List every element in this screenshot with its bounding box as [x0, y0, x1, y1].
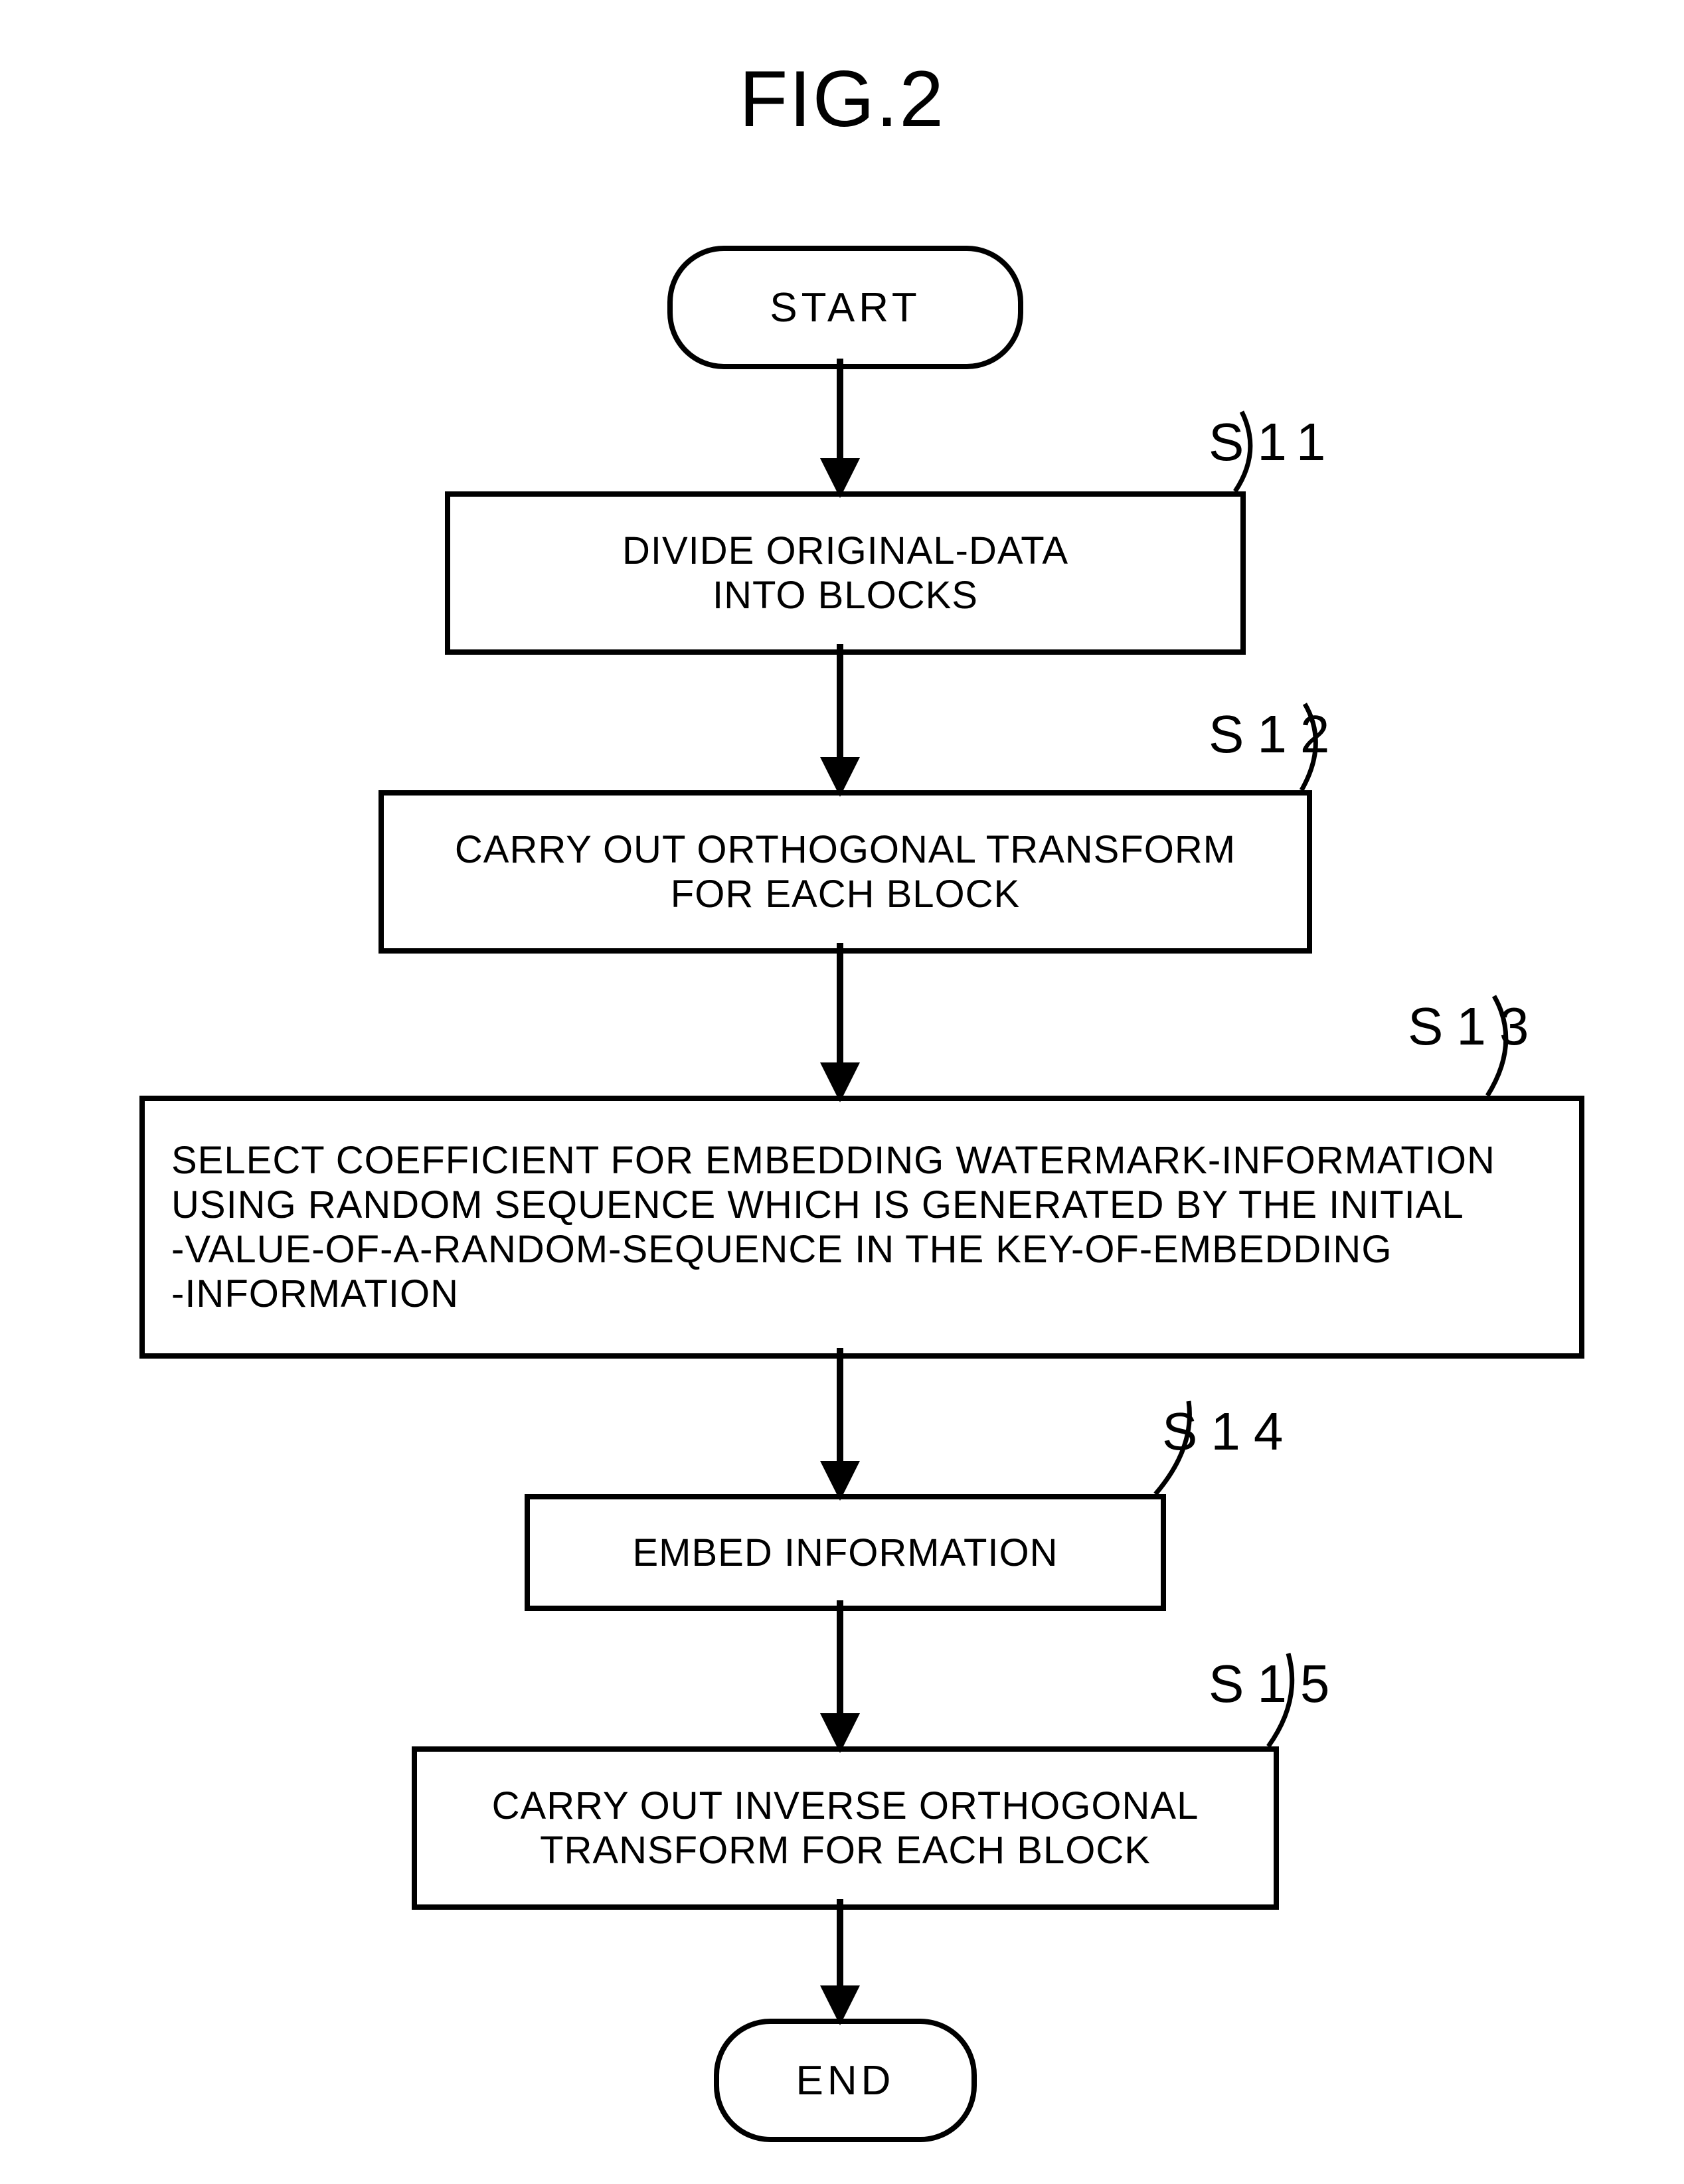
step-box-line: EMBED INFORMATION [632, 1531, 1058, 1575]
step-box-line: CARRY OUT ORTHOGONAL TRANSFORM [455, 827, 1236, 872]
step-box-line: SELECT COEFFICIENT FOR EMBEDDING WATERMA… [171, 1138, 1495, 1183]
step-box-line: -INFORMATION [171, 1272, 459, 1316]
step-box-s11: DIVIDE ORIGINAL-DATAINTO BLOCKS [445, 491, 1246, 655]
step-box-s13: SELECT COEFFICIENT FOR EMBEDDING WATERMA… [139, 1096, 1584, 1359]
terminal-end-label: END [796, 2057, 895, 2104]
step-box-line: -VALUE-OF-A-RANDOM-SEQUENCE IN THE KEY-O… [171, 1227, 1392, 1272]
figure-title: FIG.2 [739, 53, 945, 145]
step-label-s14: S14 [1162, 1401, 1296, 1462]
step-label-s12: S12 [1209, 704, 1343, 765]
step-box-line: FOR EACH BLOCK [671, 872, 1020, 916]
terminal-start: START [667, 246, 1023, 369]
step-box-line: USING RANDOM SEQUENCE WHICH IS GENERATED… [171, 1183, 1464, 1227]
step-box-s14: EMBED INFORMATION [525, 1494, 1166, 1611]
step-box-s12: CARRY OUT ORTHOGONAL TRANSFORMFOR EACH B… [379, 790, 1312, 954]
step-box-line: DIVIDE ORIGINAL-DATA [622, 529, 1068, 573]
step-label-s13: S13 [1408, 996, 1542, 1057]
terminal-start-label: START [770, 284, 921, 331]
step-box-s15: CARRY OUT INVERSE ORTHOGONALTRANSFORM FO… [412, 1746, 1279, 1910]
step-box-line: TRANSFORM FOR EACH BLOCK [540, 1828, 1151, 1873]
step-label-s15: S15 [1209, 1653, 1343, 1715]
step-box-line: INTO BLOCKS [713, 573, 978, 618]
step-box-line: CARRY OUT INVERSE ORTHOGONAL [492, 1784, 1199, 1828]
terminal-end: END [714, 2019, 977, 2142]
step-label-s11: S11 [1209, 412, 1339, 473]
